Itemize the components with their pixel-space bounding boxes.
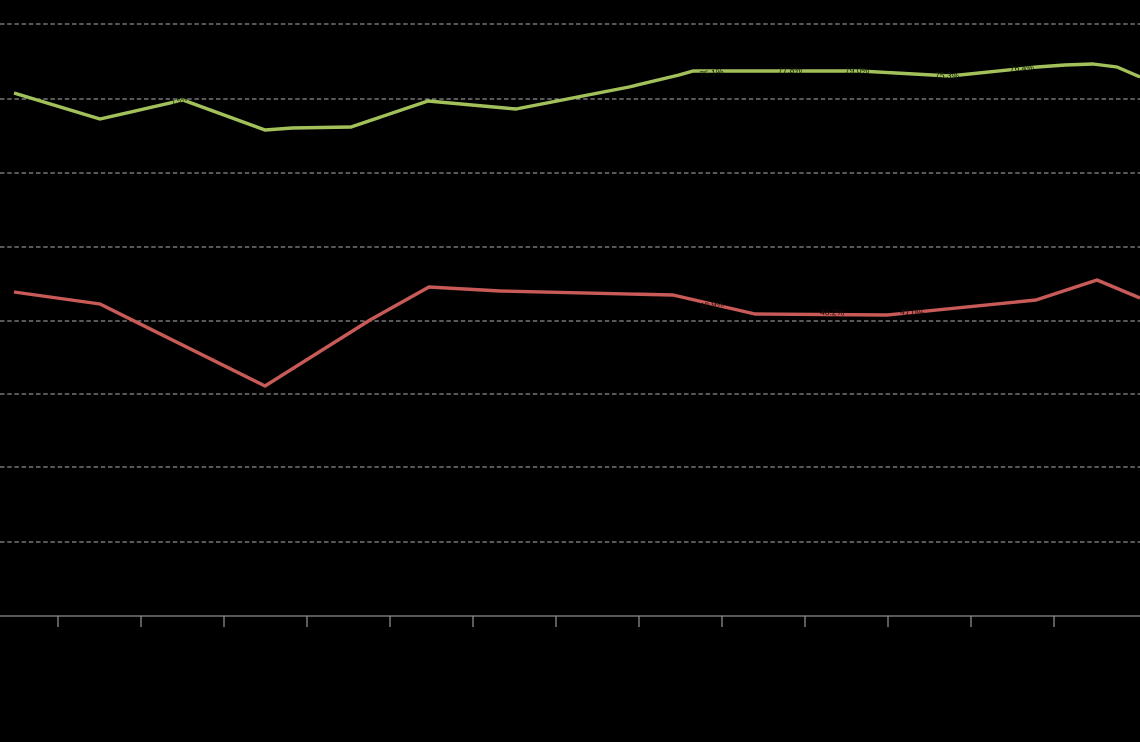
svg-text:41.0%: 41.0% bbox=[900, 307, 925, 318]
svg-text:76.4%: 76.4% bbox=[1010, 62, 1035, 73]
svg-text:40.2%: 40.2% bbox=[820, 307, 845, 317]
svg-text:77.8%: 77.8% bbox=[778, 65, 803, 76]
svg-text:79.0%: 79.0% bbox=[845, 65, 870, 75]
svg-text:75.3%: 75.3% bbox=[935, 70, 960, 81]
